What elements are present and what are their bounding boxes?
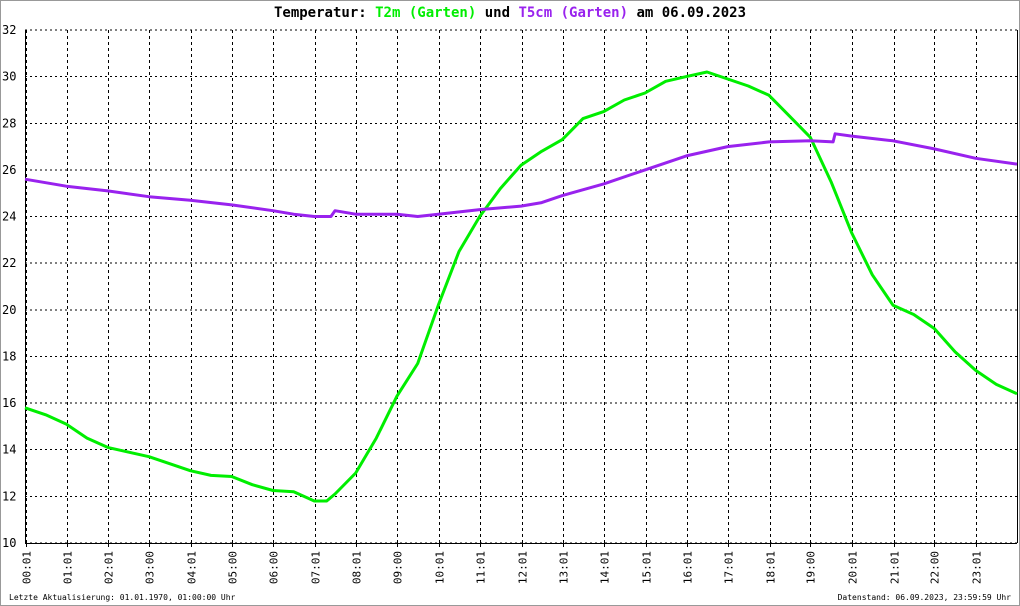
x-tick-label: 03:00 bbox=[144, 551, 157, 584]
x-tick-label: 05:00 bbox=[227, 551, 240, 584]
x-tick-label: 01:01 bbox=[62, 551, 75, 584]
title-suffix: am 06.09.2023 bbox=[628, 5, 747, 21]
y-tick-label: 32 bbox=[2, 23, 16, 37]
x-tick-label: 04:01 bbox=[186, 551, 199, 584]
x-tick-label: 10:01 bbox=[434, 551, 447, 584]
title-series-t2m: T2m (Garten) bbox=[375, 5, 477, 21]
x-tick-label: 13:01 bbox=[558, 551, 571, 584]
x-tick-label: 21:01 bbox=[889, 551, 902, 584]
x-tick-label: 14:01 bbox=[599, 551, 612, 584]
y-tick-label: 20 bbox=[2, 303, 16, 317]
x-tick-label: 07:01 bbox=[310, 551, 323, 584]
y-tick-label: 18 bbox=[2, 349, 16, 363]
series-line-t2m bbox=[24, 70, 1018, 503]
y-tick-label: 26 bbox=[2, 163, 16, 177]
x-tick-label: 22:00 bbox=[929, 551, 942, 584]
x-tick-label: 18:01 bbox=[765, 551, 778, 584]
x-tick-label: 00:01 bbox=[21, 551, 34, 584]
y-tick-label: 30 bbox=[2, 70, 16, 84]
title-mid: und bbox=[476, 5, 519, 21]
x-tick-label: 11:01 bbox=[475, 551, 488, 584]
x-tick-label: 23:01 bbox=[971, 551, 984, 584]
x-tick-label: 17:01 bbox=[723, 551, 736, 584]
y-tick-label: 16 bbox=[2, 396, 16, 410]
x-tick-label: 09:00 bbox=[392, 551, 405, 584]
y-tick-label: 22 bbox=[2, 256, 16, 270]
chart-title: Temperatur: T2m (Garten) und T5cm (Garte… bbox=[0, 5, 1020, 21]
x-tick-label: 06:00 bbox=[268, 551, 281, 584]
title-series-t5cm: T5cm (Garten) bbox=[518, 5, 629, 21]
y-tick-label: 24 bbox=[2, 210, 16, 224]
x-tick-label: 20:01 bbox=[847, 551, 860, 584]
y-tick-label: 14 bbox=[2, 443, 16, 457]
x-tick-label: 16:01 bbox=[682, 551, 695, 584]
y-tick-label: 12 bbox=[2, 489, 16, 503]
data-state-text: Datenstand: 06.09.2023, 23:59:59 Uhr bbox=[837, 593, 1011, 602]
x-tick-label: 15:01 bbox=[641, 551, 654, 584]
x-tick-label: 12:01 bbox=[517, 551, 530, 584]
y-tick-label: 10 bbox=[2, 536, 16, 550]
title-prefix: Temperatur: bbox=[273, 5, 376, 21]
x-tick-label: 19:00 bbox=[805, 551, 818, 584]
last-update-text: Letzte Aktualisierung: 01.01.1970, 01:00… bbox=[9, 593, 236, 602]
y-tick-label: 28 bbox=[2, 116, 16, 130]
series-line-t5cm bbox=[24, 132, 1018, 218]
x-tick-label: 08:01 bbox=[351, 551, 364, 584]
x-tick-label: 02:01 bbox=[103, 551, 116, 584]
